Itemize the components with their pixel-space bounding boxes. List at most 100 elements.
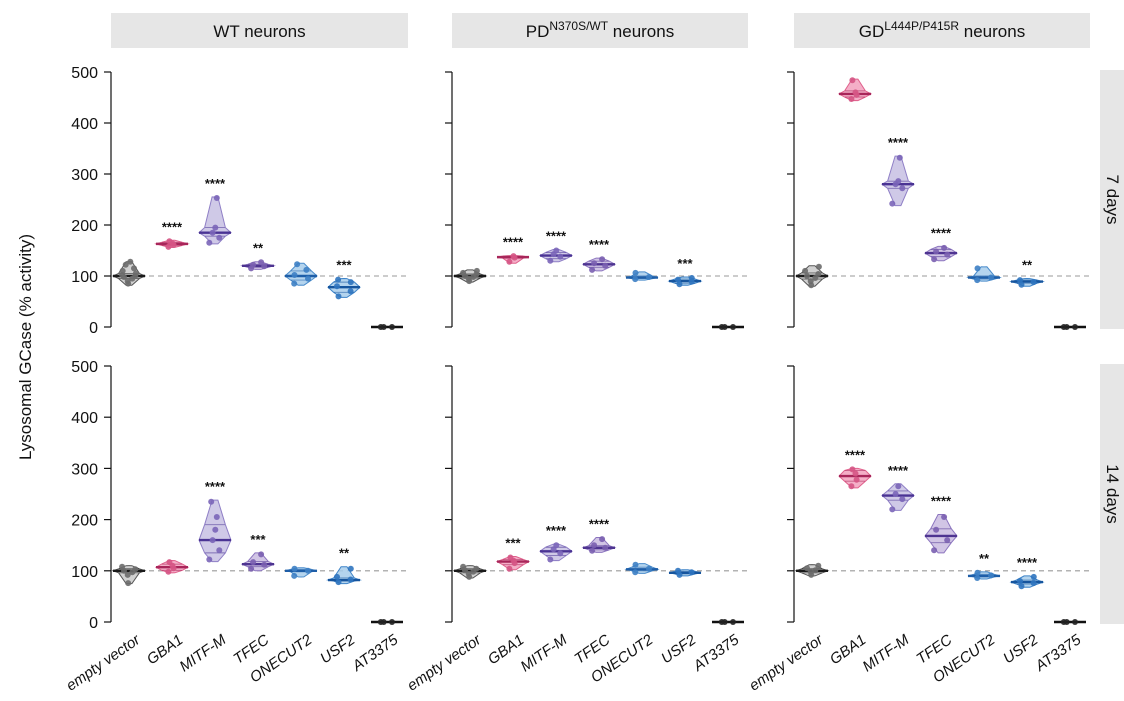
data-point — [206, 556, 213, 563]
violin-gba1: *** — [495, 535, 531, 572]
data-point — [1017, 277, 1023, 284]
data-point — [507, 554, 514, 561]
data-point — [250, 559, 257, 566]
column-strip-3 — [794, 13, 1090, 48]
data-point — [632, 561, 639, 568]
data-point — [460, 563, 467, 570]
violin-usf2: *** — [327, 258, 361, 300]
data-point — [291, 272, 298, 278]
data-point — [124, 278, 131, 285]
data-point — [941, 514, 948, 520]
significance-label: **** — [503, 235, 524, 250]
data-point — [602, 544, 609, 551]
data-point — [506, 258, 513, 265]
y-tick-label-500: 500 — [71, 359, 98, 376]
data-point — [213, 514, 220, 520]
data-point — [131, 265, 137, 272]
data-point — [675, 567, 681, 574]
data-point — [291, 280, 298, 287]
violin-tfec: **** — [924, 225, 958, 263]
row-strip-2 — [1100, 364, 1124, 624]
column-title-superscript: L444P/P415R — [884, 19, 959, 33]
data-point — [933, 526, 940, 533]
significance-label: **** — [888, 463, 909, 478]
data-point — [815, 271, 822, 277]
data-point — [591, 260, 598, 267]
significance-label: *** — [250, 532, 266, 547]
data-point — [347, 279, 354, 286]
violin-onecut2 — [624, 561, 660, 576]
data-point — [632, 269, 639, 276]
violin-tfec: *** — [240, 532, 276, 572]
data-point — [1030, 279, 1037, 286]
data-point — [802, 267, 809, 274]
violin-tfec: **** — [581, 517, 617, 554]
data-point — [931, 547, 938, 554]
data-point — [303, 266, 310, 273]
significance-label: **** — [589, 517, 610, 532]
data-point — [473, 267, 480, 274]
data-point — [1060, 324, 1067, 330]
data-point — [213, 195, 220, 201]
x-tick-label-mitf-m: MITF-M — [177, 631, 230, 675]
column-title-1: WT neurons — [213, 22, 305, 41]
significance-label: **** — [1017, 555, 1038, 570]
significance-label: **** — [589, 237, 610, 252]
violin-onecut2 — [625, 269, 659, 283]
x-tick-label-empty-vector: empty vector — [746, 631, 827, 695]
data-point — [807, 568, 814, 575]
data-point — [261, 561, 268, 568]
data-point — [212, 224, 219, 231]
violin-usf2: *** — [667, 256, 703, 288]
significance-label: **** — [888, 135, 909, 150]
data-point — [132, 566, 139, 573]
x-tick-label-at3375: AT3375 — [690, 631, 743, 675]
violin-mitf-m: **** — [198, 479, 232, 563]
violin-at3375 — [1054, 619, 1086, 625]
column-title-superscript: N370S/WT — [549, 19, 608, 33]
column-title-base: GD — [859, 22, 885, 41]
data-point — [165, 243, 172, 250]
violin-tfec: ** — [240, 241, 276, 272]
facet-strips: WT neurons PDN370S/WT neurons GDL444P/P415… — [111, 13, 1124, 624]
data-point — [122, 261, 129, 268]
violin-mitf-m: **** — [538, 228, 574, 264]
significance-label: **** — [205, 479, 226, 494]
data-point — [119, 267, 126, 274]
y-tick-label-200: 200 — [71, 513, 98, 530]
data-point — [1030, 573, 1037, 580]
data-point — [849, 77, 856, 84]
data-point — [335, 276, 342, 283]
column-title-suffix: neurons — [608, 22, 674, 41]
significance-label: ** — [1022, 258, 1033, 273]
data-point — [208, 498, 215, 505]
data-point — [892, 491, 899, 497]
data-point — [589, 266, 596, 273]
panel-1-3: ********** — [787, 71, 1090, 330]
data-point — [895, 483, 902, 490]
data-point — [646, 274, 652, 280]
data-point — [258, 551, 265, 558]
data-point — [730, 324, 736, 330]
violin-mitf-m: **** — [198, 176, 232, 246]
y-tick-label-0: 0 — [89, 615, 98, 632]
y-tick-label-100: 100 — [71, 269, 98, 286]
data-point — [377, 324, 384, 330]
data-point — [1018, 281, 1025, 288]
data-point — [730, 619, 736, 625]
data-point — [815, 562, 822, 569]
data-point — [216, 547, 223, 554]
data-point — [632, 276, 639, 283]
column-strip-2 — [452, 13, 748, 48]
violin-mitf-m: **** — [881, 135, 915, 207]
violin-onecut2 — [284, 261, 318, 287]
data-point — [899, 496, 906, 503]
violin-usf2 — [668, 567, 702, 578]
violin-mitf-m: **** — [539, 523, 573, 563]
data-point — [547, 556, 554, 563]
data-point — [974, 265, 981, 272]
violin-at3375 — [712, 324, 744, 330]
significance-label: ** — [253, 241, 264, 256]
y-tick-label-400: 400 — [71, 116, 98, 133]
data-point — [166, 238, 173, 245]
